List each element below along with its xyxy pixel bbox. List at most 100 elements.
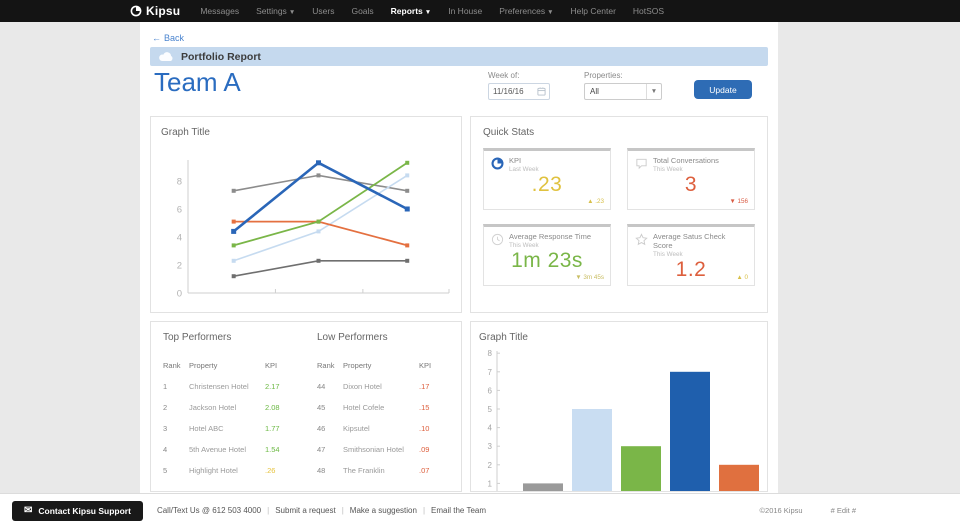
table-row: 47 Smithsonian Hotel .09 <box>317 439 449 460</box>
svg-text:6: 6 <box>488 386 493 395</box>
nav-item-settings[interactable]: Settings ▼ <box>256 6 296 16</box>
top-nav: Kipsu Messages Settings ▼ Users Goals Reports… <box>0 0 960 22</box>
chevron-down-icon: ▼ <box>547 9 554 16</box>
nav-item-reports[interactable]: Reports ▼ <box>390 6 432 16</box>
stat-subtitle: This Week <box>509 242 539 249</box>
cell-kpi: .17 <box>419 382 430 391</box>
nav-item-help-center[interactable]: Help Center <box>570 6 616 16</box>
svg-text:6: 6 <box>177 205 182 216</box>
bar <box>670 371 710 491</box>
line-chart-panel: Graph Title 0 2 4 6 8 <box>150 116 462 313</box>
performers-panel: Top Performers Rank Property KPI 1 Christens… <box>150 321 462 492</box>
brand[interactable]: Kipsu <box>130 4 180 18</box>
properties-select[interactable]: All ▼ <box>584 83 662 100</box>
portfolio-report-banner: Portfolio Report <box>150 47 768 66</box>
stat-card-header: Total Conversations This Week <box>635 156 747 173</box>
svg-text:8: 8 <box>488 349 493 358</box>
line-chart-title: Graph Title <box>161 127 210 138</box>
cell-kpi: .07 <box>419 466 430 475</box>
report-header: Team A Week of: Properties: All ▼ Update <box>150 67 768 110</box>
cell-kpi: 2.08 <box>265 403 280 412</box>
star-icon <box>635 233 648 246</box>
cell-kpi: 1.77 <box>265 424 280 433</box>
nav-item-in-house[interactable]: In House <box>448 6 483 16</box>
cell-property: 5th Avenue Hotel <box>189 445 246 454</box>
cell-rank: 44 <box>317 382 326 391</box>
footer-links: Call/Text Us @ 612 503 4000 | Submit a req… <box>157 506 486 515</box>
table-header-row: Rank Property KPI <box>163 355 295 376</box>
kipsu-logo-icon <box>130 5 142 17</box>
week-of-input[interactable] <box>489 87 535 96</box>
calendar-icon[interactable] <box>537 87 546 96</box>
cell-rank: 5 <box>163 466 168 475</box>
stat-delta: ▲ .23 <box>587 198 604 205</box>
cell-rank: 4 <box>163 445 168 454</box>
line-chart: 0 2 4 6 8 <box>177 160 450 300</box>
brand-name: Kipsu <box>146 4 181 18</box>
table-row: 1 Christensen Hotel 2.17 <box>163 376 295 397</box>
footer-link[interactable]: Submit a request <box>275 506 336 515</box>
stat-subtitle: This Week <box>653 166 683 173</box>
chevron-down-icon: ▼ <box>288 9 296 16</box>
report-cloud-icon <box>157 51 175 62</box>
kipsu-circle-icon <box>491 157 504 170</box>
nav-item-preferences[interactable]: Preferences ▼ <box>499 6 554 16</box>
stat-value: 1m 23s <box>511 249 583 272</box>
contact-support-label: Contact Kipsu Support <box>38 505 131 516</box>
table-row: 3 Hotel ABC 1.77 <box>163 418 295 439</box>
table-row: 46 Kipsutel .10 <box>317 418 449 439</box>
properties-group: Properties: All ▼ <box>584 71 662 100</box>
cell-property: Smithsonian Hotel <box>343 445 404 454</box>
footer-link[interactable]: Email the Team <box>431 506 487 515</box>
footer-right: ©2016 Kipsu # Edit # <box>760 506 949 515</box>
footer-separator: | <box>422 506 426 515</box>
cell-kpi: .26 <box>265 466 276 475</box>
table-row: 5 Highlight Hotel .26 <box>163 460 295 481</box>
cell-rank: 46 <box>317 424 326 433</box>
stat-value: 3 <box>684 173 698 196</box>
cell-rank: 48 <box>317 466 326 475</box>
stat-card-header: Average Satus Check Score This Week <box>635 232 747 258</box>
footer: ✉ Contact Kipsu Support Call/Text Us @ 6… <box>0 493 960 527</box>
stat-title: Total Conversations <box>653 156 719 165</box>
cell-property: Kipsutel <box>343 424 370 433</box>
footer-link[interactable]: Make a suggestion <box>349 506 417 515</box>
stat-card: Average Response Time This Week 1m 23s ▼ 3m… <box>483 224 611 286</box>
cell-rank: 45 <box>317 403 326 412</box>
footer-link[interactable]: Call/Text Us @ 612 503 4000 <box>156 506 262 515</box>
svg-text:4: 4 <box>488 424 493 433</box>
cell-kpi: .15 <box>419 403 430 412</box>
bar-chart-title: Graph Title <box>479 332 528 343</box>
cell-property: Highlight Hotel <box>189 466 238 475</box>
stat-card: Total Conversations This Week 3 ▼ 156 <box>627 148 755 210</box>
low-performers-title: Low Performers <box>317 332 388 343</box>
back-label: Back <box>164 33 185 43</box>
nav-item-users[interactable]: Users <box>312 6 335 16</box>
cell-property: The Franklin <box>343 466 385 475</box>
stat-delta: ▲ 0 <box>736 274 748 281</box>
nav-item-hotsos[interactable]: HotSOS <box>632 6 665 16</box>
week-of-label: Week of: <box>488 71 520 80</box>
edit-link[interactable]: # Edit # <box>830 506 856 515</box>
svg-text:4: 4 <box>177 233 182 244</box>
table-row: 44 Dixon Hotel .17 <box>317 376 449 397</box>
chevron-down-icon: ▼ <box>424 9 432 16</box>
table-row: 45 Hotel Cofele .15 <box>317 397 449 418</box>
table-row: 4 5th Avenue Hotel 1.54 <box>163 439 295 460</box>
week-of-group: Week of: <box>488 71 550 100</box>
nav-item-goals[interactable]: Goals <box>351 6 374 16</box>
envelope-icon: ✉ <box>24 504 33 516</box>
chat-icon <box>635 157 648 170</box>
chevron-down-icon: ▼ <box>646 84 661 99</box>
nav-item-messages[interactable]: Messages <box>200 6 240 16</box>
table-row: 48 The Franklin .07 <box>317 460 449 481</box>
cell-property: Hotel Cofele <box>343 403 385 412</box>
footer-separator: | <box>341 506 344 515</box>
copyright-label: ©2016 Kipsu <box>759 506 803 515</box>
cell-kpi: .10 <box>419 424 430 433</box>
update-button[interactable]: Update <box>694 80 752 99</box>
back-arrow-icon: ← <box>152 33 161 43</box>
back-link[interactable]: ← Back <box>152 33 184 43</box>
bar <box>572 409 612 491</box>
contact-support-button[interactable]: ✉ Contact Kipsu Support <box>12 500 143 521</box>
